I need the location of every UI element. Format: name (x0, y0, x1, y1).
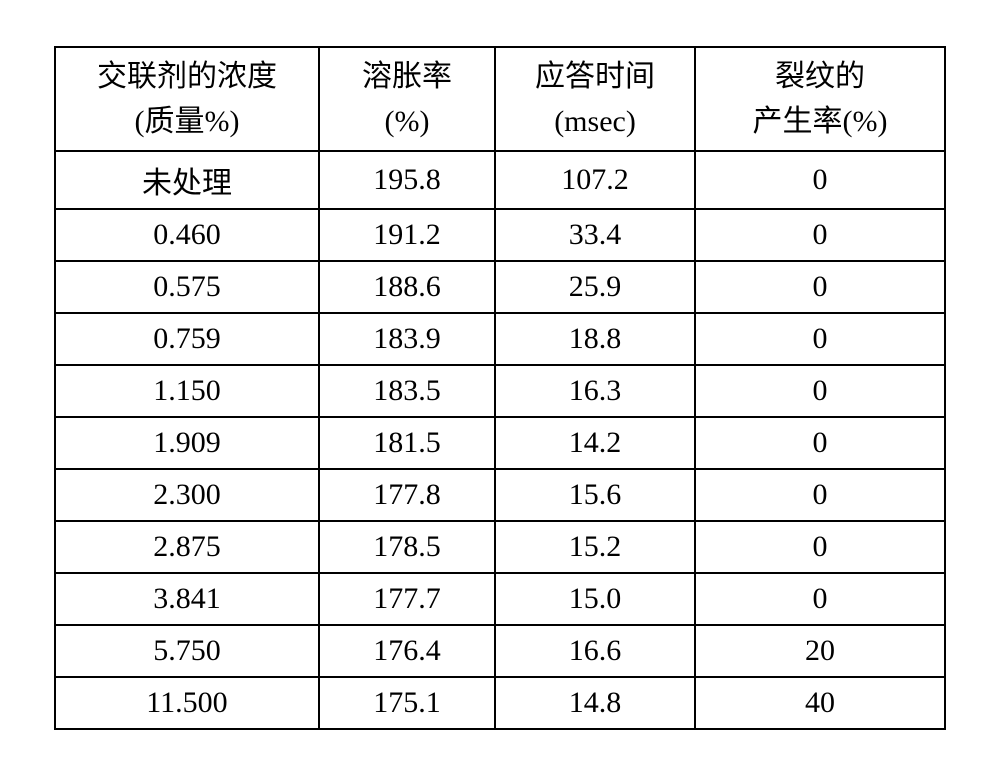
table-row: 2.300177.815.60 (55, 469, 945, 521)
table-cell: 0 (695, 573, 945, 625)
table-row: 1.909181.514.20 (55, 417, 945, 469)
table-cell: 3.841 (55, 573, 319, 625)
table-row: 0.460191.233.40 (55, 209, 945, 261)
header-cell-response-time: 应答时间 (msec) (495, 47, 695, 151)
table-cell: 14.2 (495, 417, 695, 469)
table-cell: 175.1 (319, 677, 495, 729)
table-cell: 195.8 (319, 151, 495, 209)
table-cell: 0.575 (55, 261, 319, 313)
header-line-2: (msec) (508, 99, 682, 144)
table-cell: 16.6 (495, 625, 695, 677)
table-cell: 177.8 (319, 469, 495, 521)
table-cell: 176.4 (319, 625, 495, 677)
table-cell: 0.759 (55, 313, 319, 365)
table-cell: 18.8 (495, 313, 695, 365)
table-cell: 0 (695, 151, 945, 209)
table-row: 1.150183.516.30 (55, 365, 945, 417)
header-line-1: 交联剂的浓度 (68, 54, 306, 99)
table-header: 交联剂的浓度 (质量%) 溶胀率 (%) 应答时间 (msec) 裂纹的 产生率… (55, 47, 945, 151)
table-cell: 0.460 (55, 209, 319, 261)
table-cell: 191.2 (319, 209, 495, 261)
table-cell: 1.150 (55, 365, 319, 417)
header-cell-concentration: 交联剂的浓度 (质量%) (55, 47, 319, 151)
table-cell: 2.875 (55, 521, 319, 573)
table-cell: 178.5 (319, 521, 495, 573)
header-line-1: 裂纹的 (708, 54, 932, 99)
table-cell: 177.7 (319, 573, 495, 625)
table-row: 2.875178.515.20 (55, 521, 945, 573)
header-line-1: 溶胀率 (332, 54, 482, 99)
table-cell: 15.0 (495, 573, 695, 625)
table-cell: 5.750 (55, 625, 319, 677)
data-table: 交联剂的浓度 (质量%) 溶胀率 (%) 应答时间 (msec) 裂纹的 产生率… (54, 46, 946, 730)
table-container: 交联剂的浓度 (质量%) 溶胀率 (%) 应答时间 (msec) 裂纹的 产生率… (34, 26, 966, 750)
table-row: 0.759183.918.80 (55, 313, 945, 365)
table-cell: 0 (695, 521, 945, 573)
table-cell: 25.9 (495, 261, 695, 313)
header-line-2: (质量%) (68, 99, 306, 144)
table-cell: 0 (695, 261, 945, 313)
table-cell: 16.3 (495, 365, 695, 417)
table-cell: 1.909 (55, 417, 319, 469)
table-cell: 0 (695, 469, 945, 521)
table-row: 11.500175.114.840 (55, 677, 945, 729)
table-cell: 33.4 (495, 209, 695, 261)
table-cell: 11.500 (55, 677, 319, 729)
table-cell: 0 (695, 313, 945, 365)
table-cell: 0 (695, 209, 945, 261)
table-body: 未处理195.8107.200.460191.233.400.575188.62… (55, 151, 945, 729)
table-row: 5.750176.416.620 (55, 625, 945, 677)
table-cell: 183.5 (319, 365, 495, 417)
header-line-2: (%) (332, 99, 482, 144)
table-cell: 15.2 (495, 521, 695, 573)
table-cell: 0 (695, 417, 945, 469)
header-cell-swelling: 溶胀率 (%) (319, 47, 495, 151)
table-cell: 20 (695, 625, 945, 677)
table-cell: 未处理 (55, 151, 319, 209)
table-cell: 181.5 (319, 417, 495, 469)
header-line-1: 应答时间 (508, 54, 682, 99)
table-cell: 15.6 (495, 469, 695, 521)
table-row: 3.841177.715.00 (55, 573, 945, 625)
table-cell: 183.9 (319, 313, 495, 365)
table-row: 未处理195.8107.20 (55, 151, 945, 209)
table-cell: 107.2 (495, 151, 695, 209)
table-cell: 0 (695, 365, 945, 417)
table-row: 0.575188.625.90 (55, 261, 945, 313)
table-cell: 40 (695, 677, 945, 729)
table-cell: 188.6 (319, 261, 495, 313)
header-row: 交联剂的浓度 (质量%) 溶胀率 (%) 应答时间 (msec) 裂纹的 产生率… (55, 47, 945, 151)
table-cell: 2.300 (55, 469, 319, 521)
header-line-2: 产生率(%) (708, 99, 932, 144)
header-cell-crack-rate: 裂纹的 产生率(%) (695, 47, 945, 151)
table-cell: 14.8 (495, 677, 695, 729)
